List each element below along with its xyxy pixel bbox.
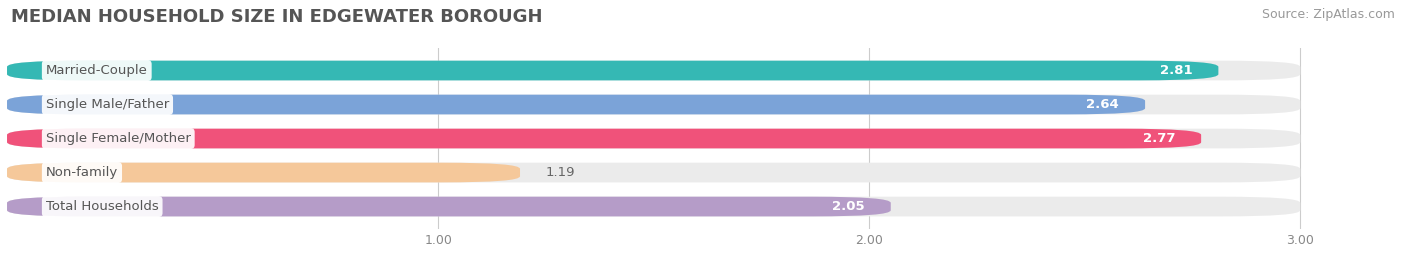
FancyBboxPatch shape — [7, 197, 1301, 216]
Text: 2.64: 2.64 — [1087, 98, 1119, 111]
Text: Non-family: Non-family — [46, 166, 118, 179]
Text: Single Female/Mother: Single Female/Mother — [46, 132, 191, 145]
FancyBboxPatch shape — [7, 163, 520, 182]
Text: 2.05: 2.05 — [832, 200, 865, 213]
FancyBboxPatch shape — [7, 129, 1201, 148]
FancyBboxPatch shape — [7, 95, 1144, 114]
FancyBboxPatch shape — [7, 61, 1219, 80]
Text: Married-Couple: Married-Couple — [46, 64, 148, 77]
Text: 1.19: 1.19 — [546, 166, 575, 179]
FancyBboxPatch shape — [7, 163, 1301, 182]
Text: 2.81: 2.81 — [1160, 64, 1192, 77]
Text: 2.77: 2.77 — [1143, 132, 1175, 145]
FancyBboxPatch shape — [7, 61, 1301, 80]
Text: MEDIAN HOUSEHOLD SIZE IN EDGEWATER BOROUGH: MEDIAN HOUSEHOLD SIZE IN EDGEWATER BOROU… — [11, 8, 543, 26]
Text: Total Households: Total Households — [46, 200, 159, 213]
Text: Source: ZipAtlas.com: Source: ZipAtlas.com — [1261, 8, 1395, 21]
FancyBboxPatch shape — [7, 129, 1301, 148]
FancyBboxPatch shape — [7, 95, 1301, 114]
FancyBboxPatch shape — [7, 197, 891, 216]
Text: Single Male/Father: Single Male/Father — [46, 98, 169, 111]
